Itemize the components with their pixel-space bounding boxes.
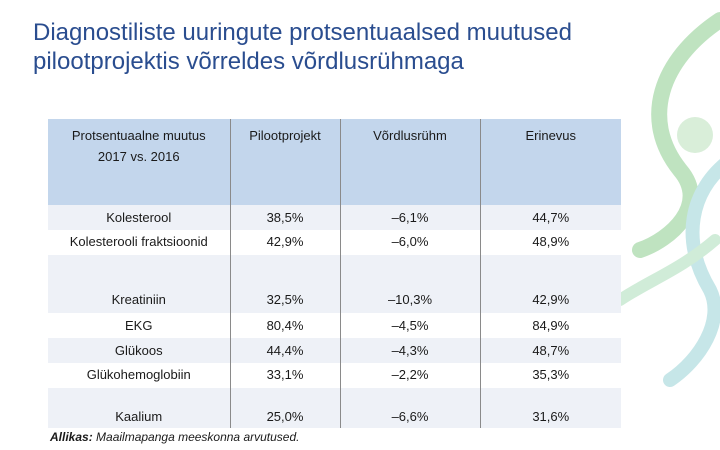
table-row: Kreatiniin 32,5% –10,3% 42,9% bbox=[48, 255, 621, 313]
decorative-figure-head bbox=[677, 117, 713, 153]
difference-value: 48,9% bbox=[480, 230, 621, 255]
table-row: Kolesterool 38,5% –6,1% 44,7% bbox=[48, 205, 621, 230]
table-row: Kaalium 25,0% –6,6% 31,6% bbox=[48, 388, 621, 428]
source-label: Allikas: bbox=[50, 430, 93, 444]
page-title: Diagnostiliste uuringute protsentuaalsed… bbox=[33, 19, 573, 75]
control-value: –4,5% bbox=[340, 313, 481, 338]
row-label: Kaalium bbox=[48, 388, 231, 428]
row-label: Kolesterooli fraktsioonid bbox=[48, 230, 231, 255]
pilot-value: 33,1% bbox=[230, 363, 341, 388]
decorative-swirl-teal bbox=[663, 159, 720, 387]
control-value: –6,6% bbox=[340, 388, 481, 428]
difference-value: 31,6% bbox=[480, 388, 621, 428]
pilot-value: 38,5% bbox=[230, 205, 341, 230]
source-text: Maailmapanga meeskonna arvutused. bbox=[92, 430, 300, 444]
row-label: Kolesterool bbox=[48, 205, 231, 230]
control-value: –6,1% bbox=[340, 205, 481, 230]
header-change-line1: Protsentuaalne muutus bbox=[71, 128, 206, 143]
header-change-line2: 2017 vs. 2016 bbox=[97, 149, 180, 164]
table-row: EKG 80,4% –4,5% 84,9% bbox=[48, 313, 621, 338]
source-note: Allikas: Maailmapanga meeskonna arvutuse… bbox=[50, 430, 299, 444]
table-header-row: Protsentuaalne muutus 2017 vs. 2016 Pilo… bbox=[48, 119, 621, 205]
decorative-figure-graphic bbox=[614, 12, 720, 387]
header-pilot: Pilootprojekt bbox=[230, 119, 341, 205]
row-label: Kreatiniin bbox=[48, 255, 231, 313]
table-row: Glükohemoglobiin 33,1% –2,2% 35,3% bbox=[48, 363, 621, 388]
difference-value: 35,3% bbox=[480, 363, 621, 388]
control-value: –2,2% bbox=[340, 363, 481, 388]
header-change-label: Protsentuaalne muutus 2017 vs. 2016 bbox=[48, 119, 231, 205]
pilot-value: 80,4% bbox=[230, 313, 341, 338]
difference-value: 48,7% bbox=[480, 338, 621, 363]
pilot-value: 25,0% bbox=[230, 388, 341, 428]
results-table: Protsentuaalne muutus 2017 vs. 2016 Pilo… bbox=[48, 119, 621, 428]
difference-value: 42,9% bbox=[480, 255, 621, 313]
row-label: Glükohemoglobiin bbox=[48, 363, 231, 388]
table-row: Glükoos 44,4% –4,3% 48,7% bbox=[48, 338, 621, 363]
difference-value: 44,7% bbox=[480, 205, 621, 230]
row-label: Glükoos bbox=[48, 338, 231, 363]
pilot-value: 42,9% bbox=[230, 230, 341, 255]
difference-value: 84,9% bbox=[480, 313, 621, 338]
control-value: –6,0% bbox=[340, 230, 481, 255]
control-value: –4,3% bbox=[340, 338, 481, 363]
pilot-value: 44,4% bbox=[230, 338, 341, 363]
header-difference: Erinevus bbox=[480, 119, 621, 205]
control-value: –10,3% bbox=[340, 255, 481, 313]
table-row: Kolesterooli fraktsioonid 42,9% –6,0% 48… bbox=[48, 230, 621, 255]
decorative-swirl-green bbox=[632, 12, 720, 258]
pilot-value: 32,5% bbox=[230, 255, 341, 313]
decorative-figure-arm bbox=[614, 234, 720, 306]
row-label: EKG bbox=[48, 313, 231, 338]
header-control: Võrdlusrühm bbox=[340, 119, 481, 205]
